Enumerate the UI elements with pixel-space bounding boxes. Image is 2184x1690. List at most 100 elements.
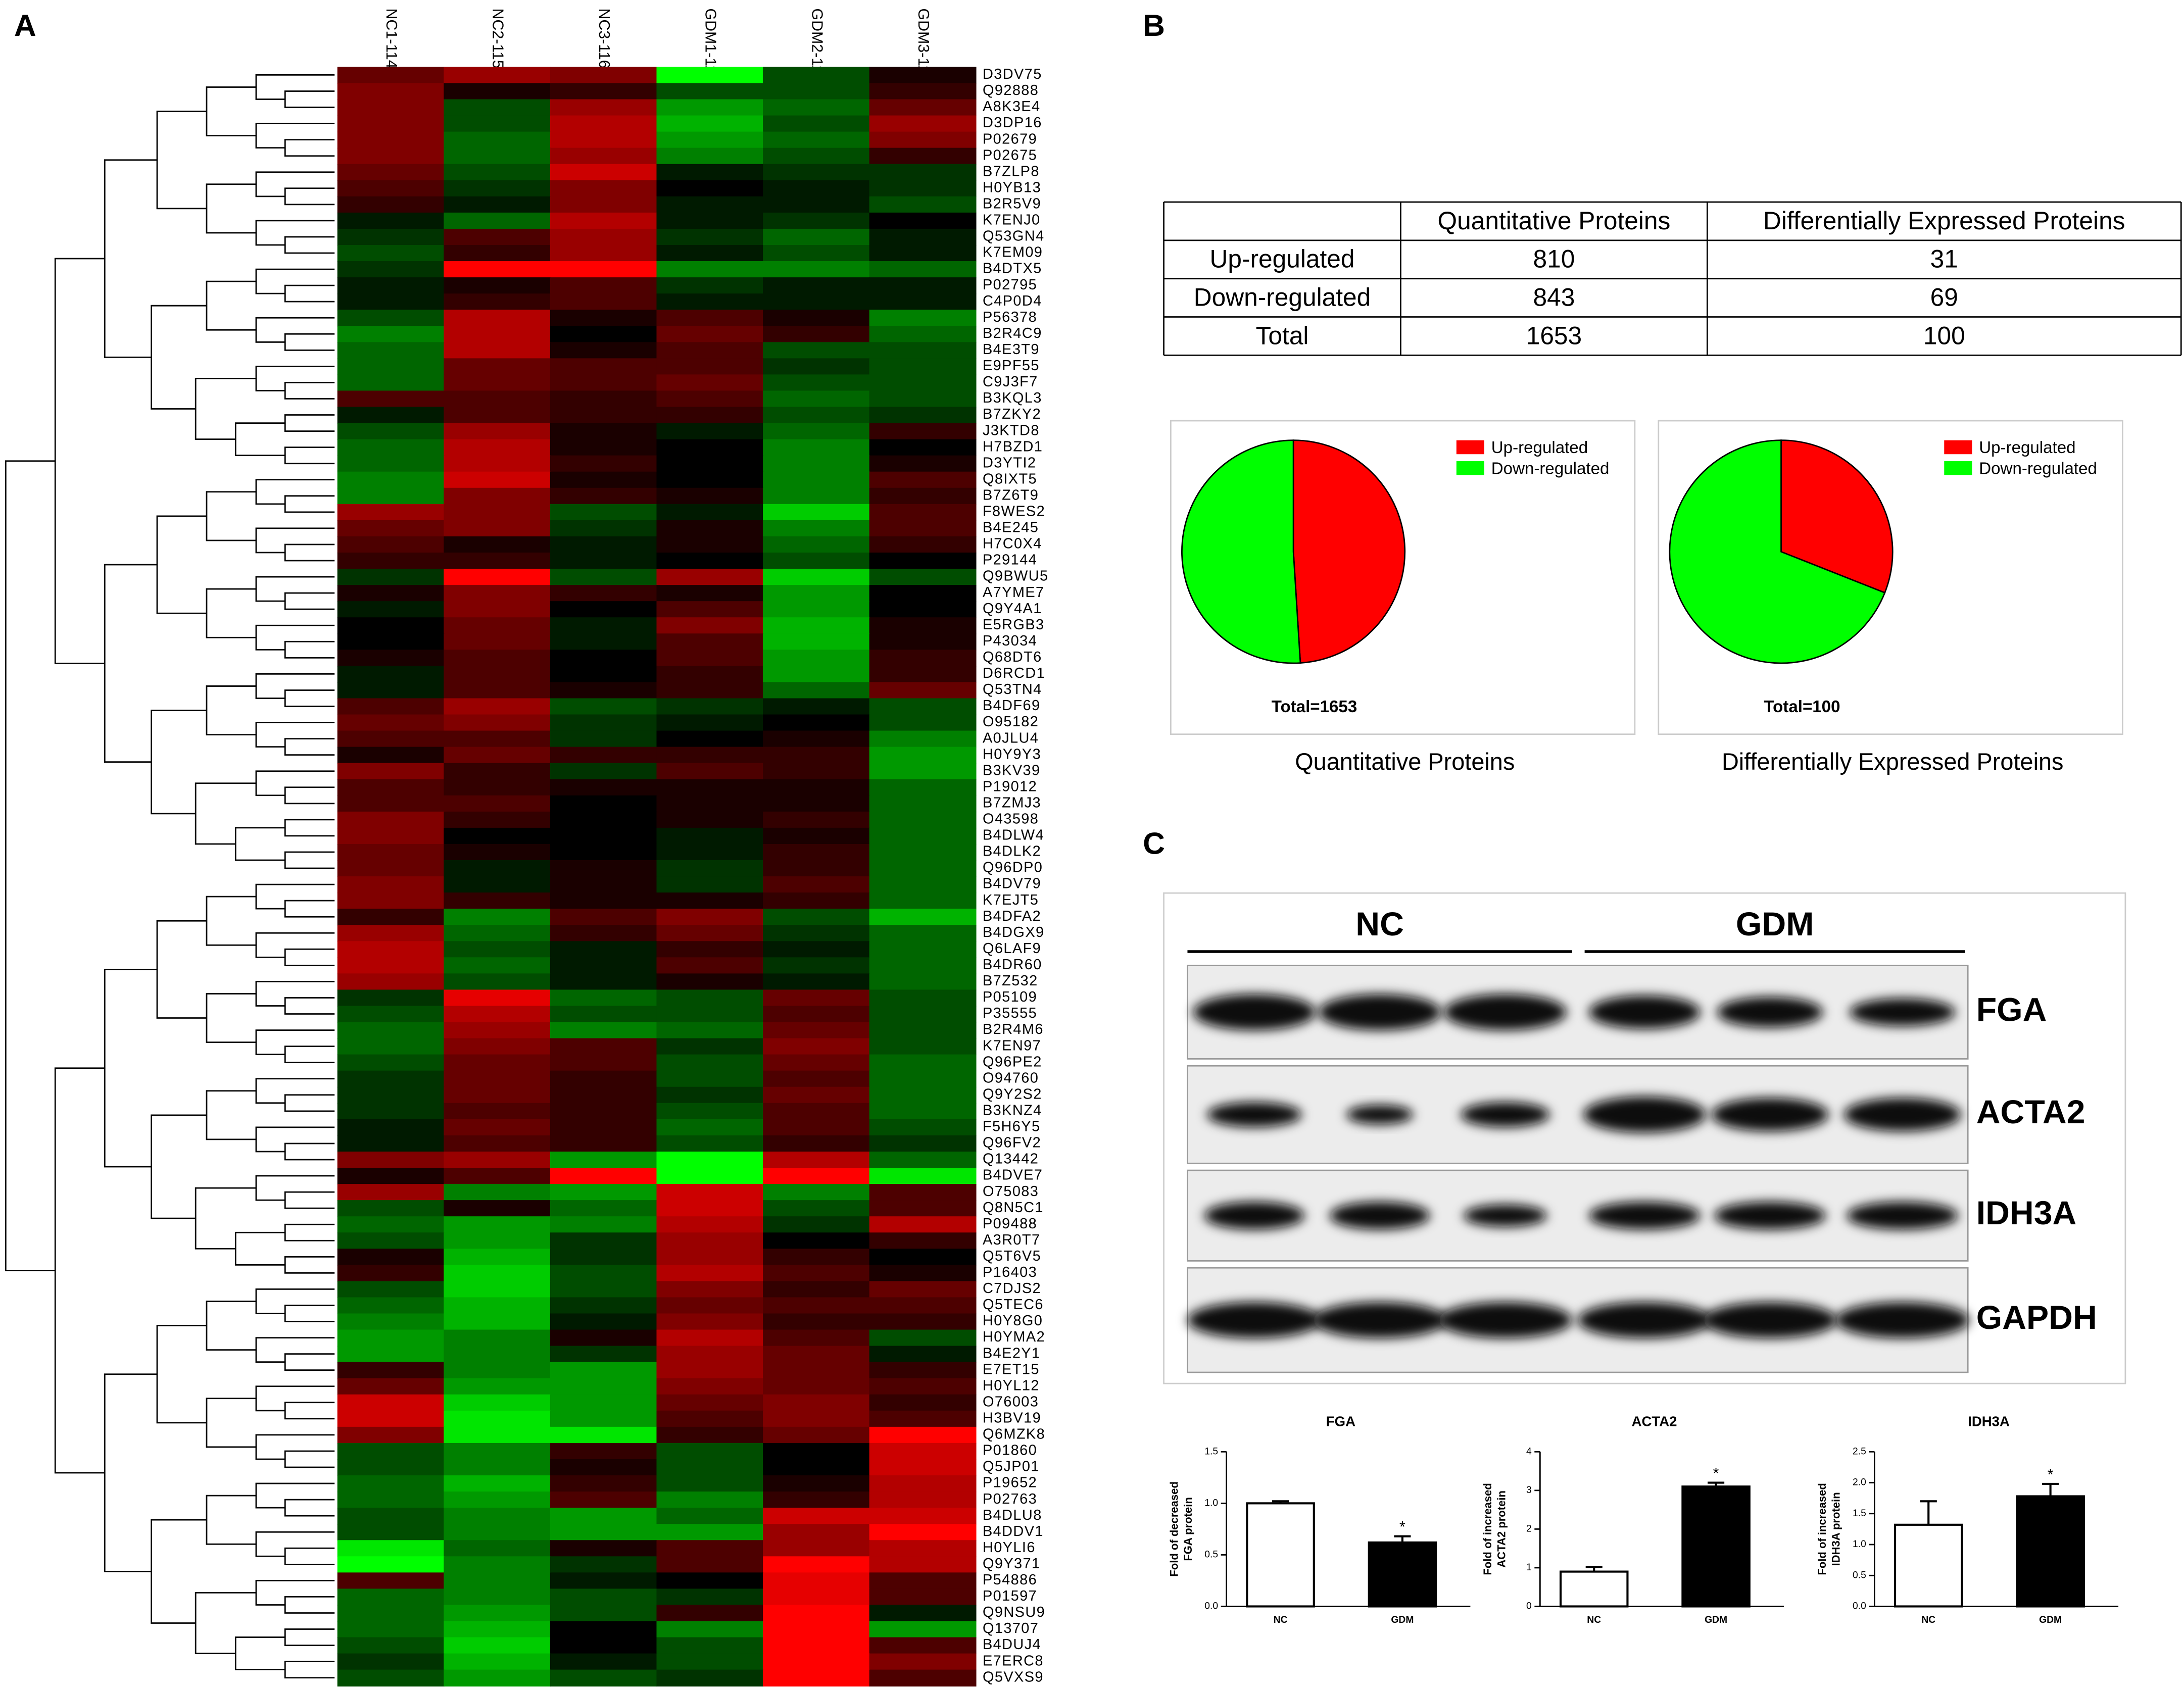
heatmap-cell [869, 196, 977, 214]
heatmap-cell [869, 1281, 977, 1298]
heatmap-cell [656, 795, 764, 813]
heatmap-cell [869, 374, 977, 391]
heatmap-cell [337, 1378, 445, 1396]
blot-band [1835, 1302, 1969, 1338]
heatmap-cell [869, 83, 977, 100]
heatmap-cell [550, 471, 657, 489]
heatmap-cell [550, 1459, 657, 1476]
heatmap-cell [337, 1070, 445, 1088]
row-label: Q13707 [983, 1620, 1039, 1636]
heatmap-cell [656, 1119, 764, 1136]
y-axis-label: Fold of increased [1816, 1483, 1828, 1575]
heatmap-cell [337, 553, 445, 570]
x-tick-label: GDM [2039, 1615, 2062, 1625]
heatmap-cell [444, 1394, 551, 1412]
heatmap-cell [763, 1426, 870, 1444]
row-label: P19652 [983, 1475, 1037, 1491]
heatmap-cell [869, 682, 977, 699]
y-tick-label: 2.5 [1853, 1446, 1866, 1457]
heatmap-cell [763, 1492, 870, 1509]
heatmap-cell [656, 1103, 764, 1120]
heatmap-cell [550, 244, 657, 262]
blot-band [1588, 1202, 1701, 1230]
heatmap-cell [763, 1443, 870, 1460]
dendrogram-link [284, 1547, 335, 1565]
heatmap-cell [869, 1572, 977, 1589]
panel-label: C [1143, 826, 1165, 860]
legend-label: Up-regulated [1491, 438, 1588, 457]
heatmap-cell [337, 147, 445, 165]
blot-group-label: NC [1355, 906, 1404, 943]
heatmap-cell [656, 293, 764, 311]
dendrogram-link [156, 111, 207, 210]
heatmap-cell [869, 228, 977, 246]
heatmap-cell [656, 1054, 764, 1072]
heatmap-cell [337, 1313, 445, 1330]
heatmap-cell [763, 843, 870, 861]
heatmap-cell [763, 131, 870, 149]
heatmap-cell [656, 860, 764, 877]
heatmap-cell [550, 1508, 657, 1525]
heatmap-cell [444, 1313, 551, 1330]
heatmap-cell [550, 1524, 657, 1541]
heatmap-cell [550, 1637, 657, 1654]
heatmap-cell [869, 67, 977, 84]
heatmap-cell [337, 569, 445, 586]
heatmap-cell [337, 1669, 445, 1687]
heatmap-cell [337, 1556, 445, 1573]
heatmap-cell [444, 1216, 551, 1233]
heatmap-cell [869, 455, 977, 473]
dendrogram-link [195, 378, 256, 440]
row-label: A0JLU4 [983, 730, 1039, 746]
heatmap-cell [337, 1006, 445, 1023]
heatmap-cell [444, 423, 551, 440]
heatmap-cell [337, 1346, 445, 1363]
heatmap-cell [869, 244, 977, 262]
heatmap-cell [337, 779, 445, 797]
heatmap-cell [869, 1232, 977, 1250]
heatmap-cell [869, 553, 977, 570]
heatmap-cell [656, 471, 764, 489]
heatmap-cell [656, 326, 764, 343]
dendrogram-link [284, 1661, 335, 1679]
row-label: Q9Y371 [983, 1556, 1041, 1572]
heatmap-cell [869, 730, 977, 748]
dendrogram-link [284, 1223, 335, 1241]
row-label: B4DGX9 [983, 924, 1045, 940]
heatmap-cell [550, 390, 657, 408]
heatmap-cell [337, 957, 445, 974]
heatmap-cell [869, 909, 977, 926]
blot-band [1318, 994, 1441, 1030]
heatmap-cell [869, 326, 977, 343]
dendrogram-link [284, 1353, 335, 1371]
heatmap-cell [550, 326, 657, 343]
heatmap-cell [550, 1135, 657, 1153]
y-axis-label: Fold of decreased [1168, 1481, 1180, 1577]
heatmap-cell [763, 83, 870, 100]
blot-band [1717, 997, 1823, 1028]
dendrogram-link [255, 770, 335, 797]
bar [1559, 1570, 1629, 1608]
heatmap-cell [869, 1184, 977, 1201]
row-label: Q6LAF9 [983, 940, 1041, 957]
heatmap-cell [550, 164, 657, 181]
heatmap-cell [763, 827, 870, 845]
heatmap-cell [337, 1119, 445, 1136]
heatmap-cell [656, 520, 764, 537]
heatmap-cell [337, 1297, 445, 1314]
dendrogram-link [255, 171, 335, 197]
heatmap-cell [550, 714, 657, 731]
heatmap-cell [656, 1022, 764, 1039]
dendrogram-link [284, 414, 335, 432]
heatmap-cell [337, 1184, 445, 1201]
column-label: NC1-114 [383, 9, 400, 69]
dendrogram-link [255, 527, 335, 554]
heatmap-cell [550, 115, 657, 132]
heatmap-cell [656, 957, 764, 974]
heatmap-cell [869, 504, 977, 521]
heatmap-cell [763, 374, 870, 391]
heatmap-cell [444, 860, 551, 877]
row-label: P02795 [983, 277, 1037, 293]
dendrogram-link [284, 446, 335, 465]
row-label: F8WES2 [983, 504, 1045, 520]
